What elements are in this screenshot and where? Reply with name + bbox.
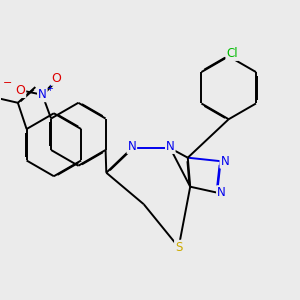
Text: −: −	[3, 78, 12, 88]
Text: N: N	[166, 140, 175, 153]
Text: N: N	[38, 88, 47, 101]
Text: O: O	[15, 84, 25, 97]
Text: N: N	[217, 186, 226, 199]
Text: Cl: Cl	[226, 47, 238, 60]
Text: N: N	[128, 140, 136, 153]
Text: O: O	[51, 72, 61, 85]
Text: +: +	[46, 84, 53, 93]
Text: S: S	[175, 241, 182, 254]
Text: N: N	[220, 155, 229, 168]
